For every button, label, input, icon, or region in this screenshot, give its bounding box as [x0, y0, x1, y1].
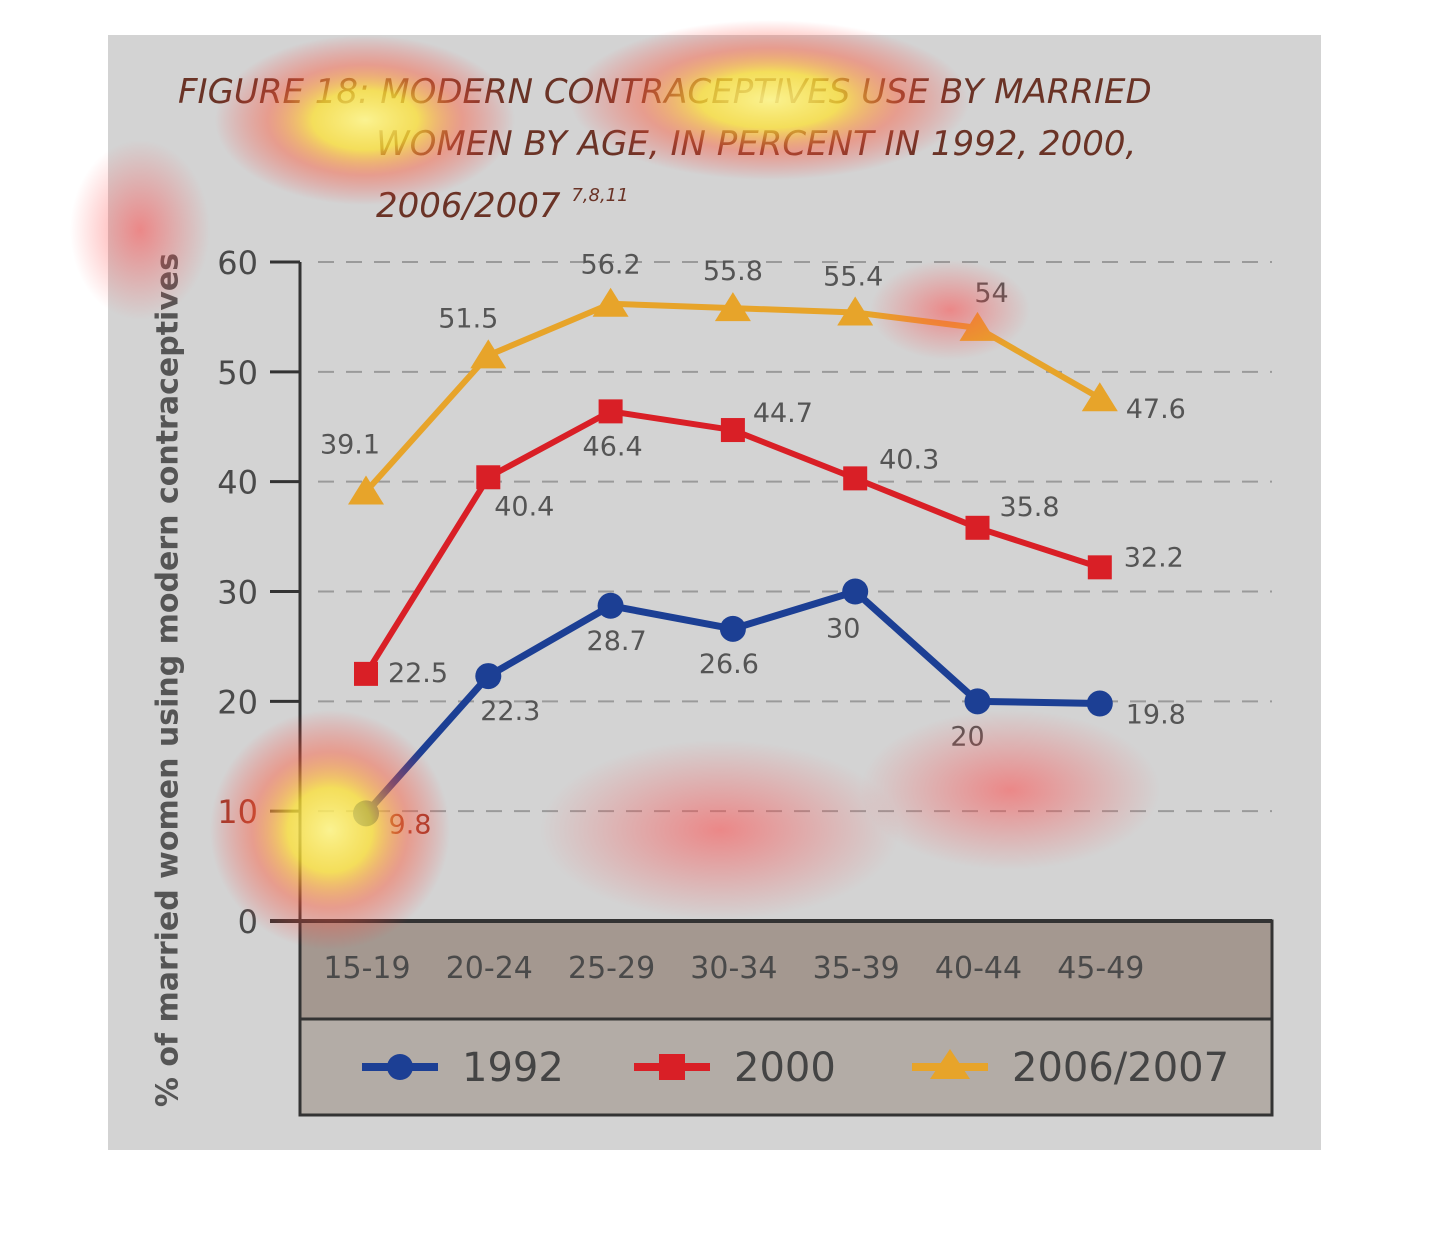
data-point-square — [354, 661, 378, 686]
x-tick-label: 40-44 — [935, 951, 1022, 986]
data-point-circle — [597, 592, 624, 619]
data-point-triangle — [348, 475, 384, 505]
y-tick-label: 30 — [217, 574, 258, 612]
data-point-circle — [719, 615, 746, 642]
data-label: 28.7 — [587, 626, 647, 657]
data-point-square — [965, 515, 990, 540]
y-tick-label: 20 — [217, 683, 258, 721]
data-label: 44.7 — [753, 398, 813, 429]
data-label: 32.2 — [1124, 542, 1184, 573]
data-label: 39.1 — [320, 430, 380, 461]
y-tick-label: 0 — [238, 903, 258, 941]
data-point-triangle — [470, 339, 507, 369]
title-references: 7,8,11 — [571, 185, 629, 206]
data-label: 22.5 — [388, 658, 448, 689]
data-label: 35.8 — [999, 492, 1059, 523]
data-point-circle — [353, 800, 379, 827]
x-tick-label: 45-49 — [1057, 951, 1144, 986]
data-label: 40.3 — [879, 444, 939, 475]
y-tick-label: 60 — [217, 244, 258, 282]
data-label: 54 — [974, 278, 1008, 309]
y-axis-label: % of married women using modern contrace… — [150, 252, 186, 1108]
data-point-square — [843, 466, 868, 491]
legend-label: 2006/2007 — [1012, 1045, 1229, 1091]
legend-marker-circle — [387, 1054, 413, 1080]
legend-label: 1992 — [462, 1045, 564, 1091]
data-label: 56.2 — [581, 250, 641, 281]
data-label: 46.4 — [583, 431, 643, 462]
data-point-triangle — [714, 292, 751, 322]
data-point-circle — [1086, 690, 1113, 717]
data-label: 51.5 — [438, 303, 498, 334]
data-point-circle — [842, 578, 869, 605]
data-label: 47.6 — [1126, 394, 1186, 425]
legend-label: 2000 — [734, 1045, 836, 1091]
legend-marker-triangle — [930, 1049, 970, 1079]
data-point-square — [1087, 555, 1112, 580]
data-label: 40.4 — [494, 491, 554, 522]
data-point-square — [720, 418, 745, 443]
x-tick-label: 30-34 — [690, 951, 777, 986]
data-point-triangle — [592, 287, 629, 317]
x-tick-label: 25-29 — [568, 951, 655, 986]
data-point-triangle — [1081, 382, 1118, 412]
data-label: 30 — [826, 614, 860, 645]
data-label: 26.6 — [699, 649, 759, 680]
data-point-triangle — [837, 296, 874, 326]
y-tick-label: 10 — [217, 793, 258, 831]
data-label: 19.8 — [1126, 700, 1186, 731]
data-point-circle — [475, 663, 502, 690]
legend-box — [298, 1017, 1274, 1117]
data-label: 20 — [950, 721, 984, 752]
data-label: 55.8 — [703, 256, 763, 287]
x-tick-label: 15-19 — [323, 951, 410, 986]
data-label: 9.8 — [389, 809, 432, 840]
data-point-square — [476, 465, 501, 490]
data-label: 22.3 — [480, 696, 540, 727]
data-label: 55.4 — [823, 262, 883, 293]
x-tick-label: 35-39 — [813, 951, 900, 986]
x-tick-label: 20-24 — [446, 951, 533, 986]
legend-marker-square — [659, 1054, 685, 1080]
y-tick-label: 40 — [217, 464, 258, 502]
y-tick-label: 50 — [217, 354, 258, 392]
data-point-circle — [964, 688, 991, 715]
data-point-square — [598, 399, 623, 424]
